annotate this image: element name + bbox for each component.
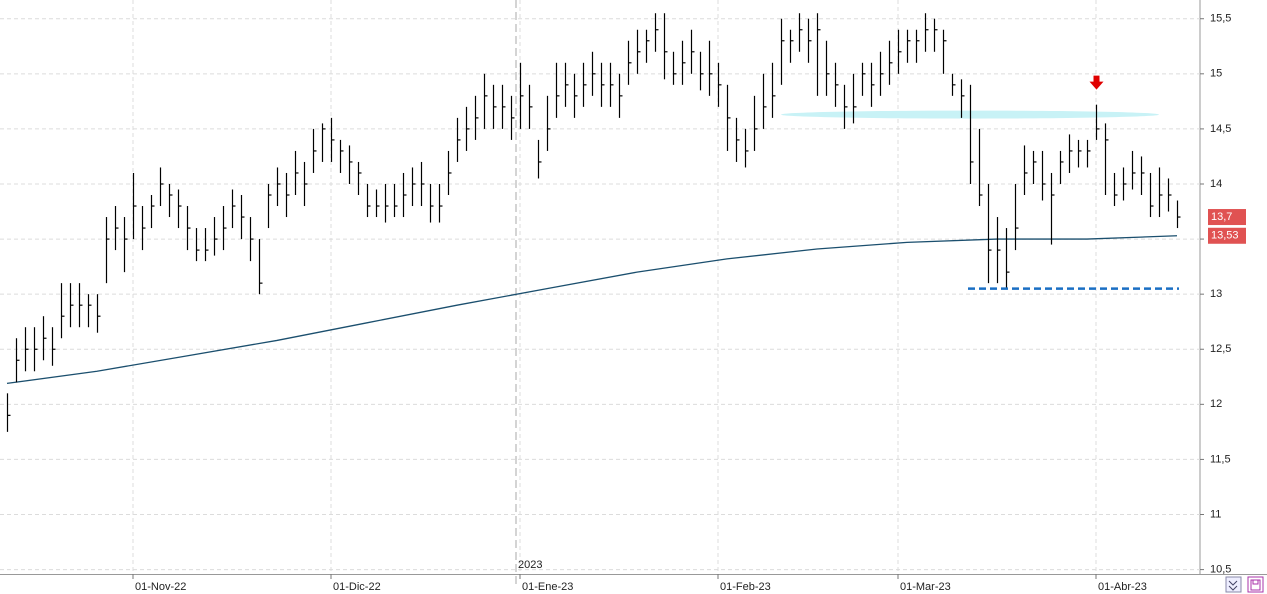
price-label-box — [1208, 227, 1246, 244]
price-label: 13,53 — [1211, 230, 1239, 242]
signal-arrow — [1089, 75, 1104, 90]
y-tick-label: 15 — [1210, 68, 1222, 80]
price-label: 13,7 — [1211, 211, 1232, 223]
year-label: 2023 — [518, 559, 542, 571]
y-tick-label: 12,5 — [1210, 343, 1231, 355]
y-tick-label: 14,5 — [1210, 123, 1231, 135]
y-tick-label: 13 — [1210, 288, 1222, 300]
y-tick-label: 10,5 — [1210, 563, 1231, 575]
save-icon — [1250, 579, 1261, 591]
price-label-box — [1208, 209, 1246, 226]
x-tick-label: 01-Ene-23 — [522, 581, 573, 593]
x-tick-label: 01-Mar-23 — [900, 581, 951, 593]
x-tick-label: 01-Abr-23 — [1098, 581, 1147, 593]
x-tick-label: 01-Feb-23 — [720, 581, 771, 593]
zoom-icon — [1228, 580, 1238, 591]
y-tick-label: 12 — [1210, 398, 1222, 410]
moving-average — [6, 235, 1178, 385]
y-tick-label: 14 — [1210, 178, 1222, 190]
x-tick-label: 01-Nov-22 — [135, 581, 186, 593]
y-tick-label: 11 — [1210, 508, 1221, 520]
x-tick-label: 01-Dic-22 — [333, 581, 381, 593]
y-tick-label: 15,5 — [1210, 13, 1231, 25]
y-tick-label: 11,5 — [1210, 453, 1231, 465]
